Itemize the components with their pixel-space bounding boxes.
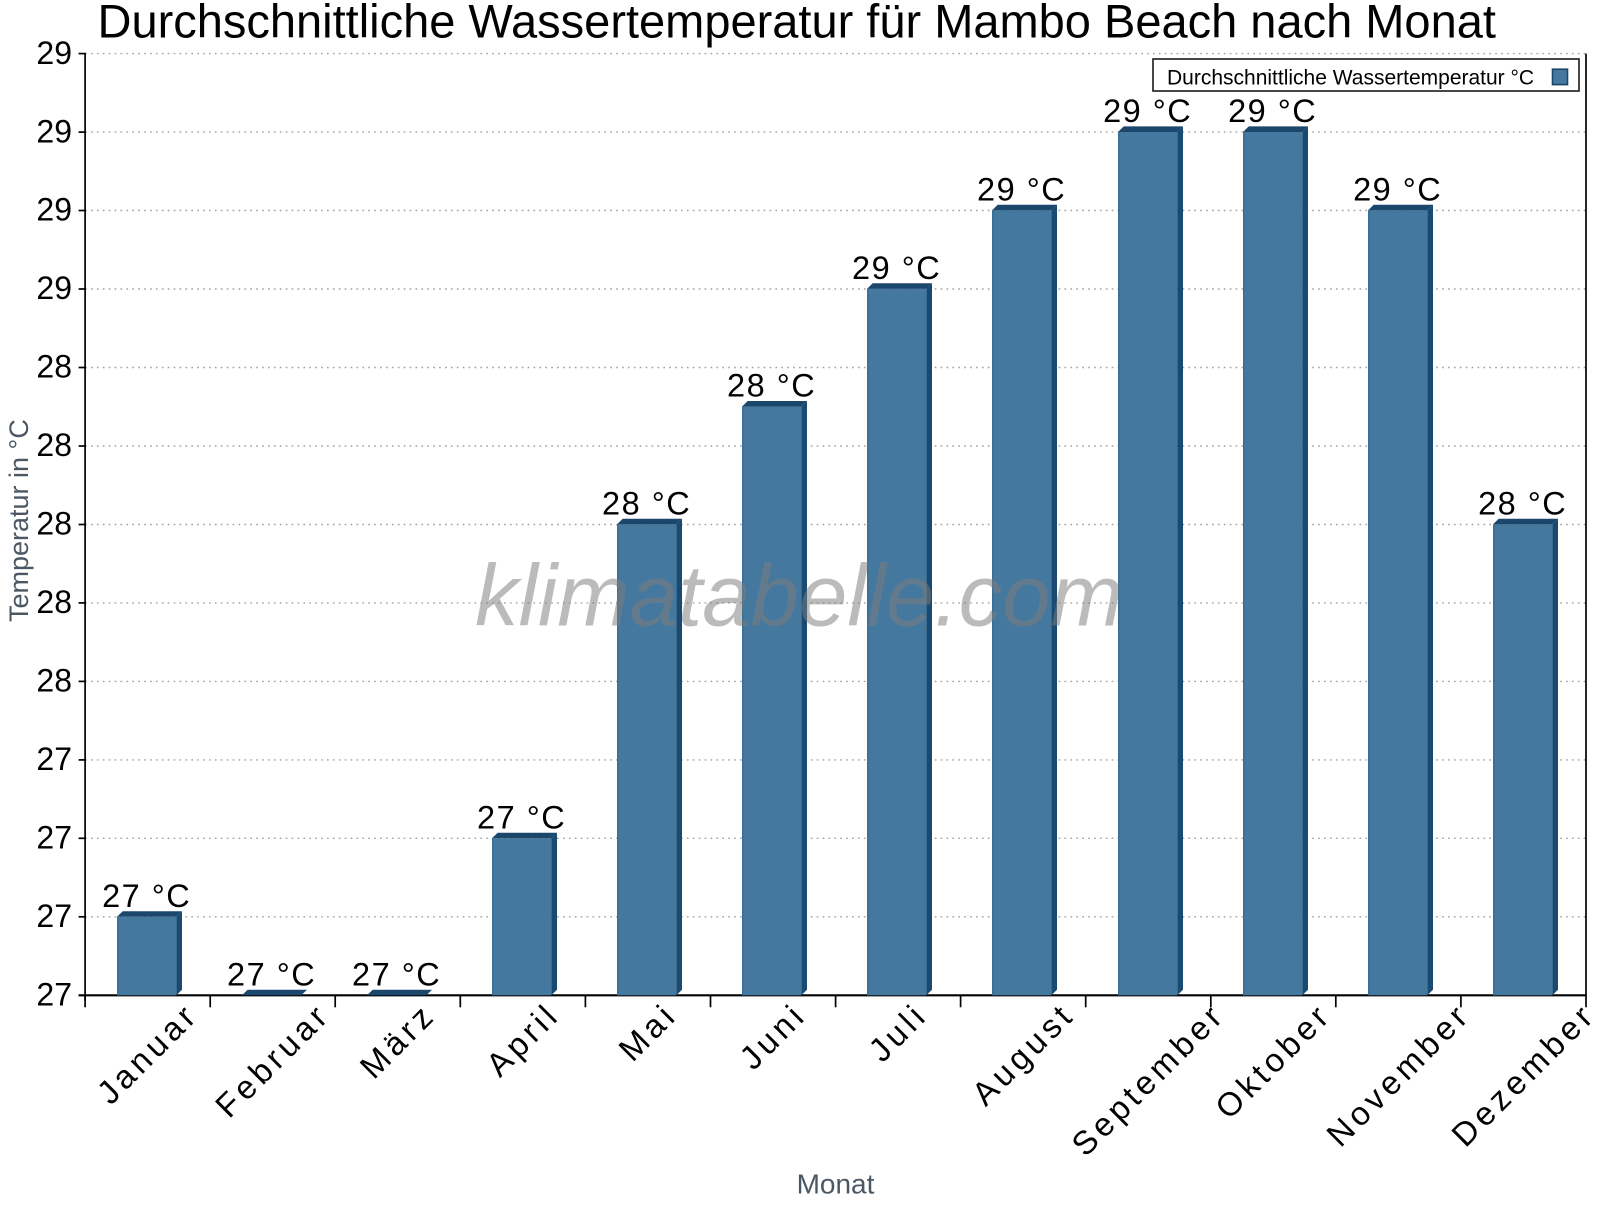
- svg-text:Durchschnittliche Wassertemper: Durchschnittliche Wassertemperatur °C: [1167, 66, 1534, 89]
- svg-text:29 °C: 29 °C: [852, 250, 941, 286]
- svg-text:27 °C: 27 °C: [477, 799, 566, 835]
- svg-text:29 °C: 29 °C: [1103, 93, 1192, 129]
- svg-text:27: 27: [36, 977, 72, 1013]
- svg-text:29 °C: 29 °C: [977, 171, 1066, 207]
- svg-text:28: 28: [36, 584, 72, 620]
- svg-text:28: 28: [36, 427, 72, 463]
- svg-text:klimatabelle.com: klimatabelle.com: [475, 548, 1123, 645]
- svg-text:29: 29: [36, 35, 72, 71]
- svg-text:27 °C: 27 °C: [352, 956, 441, 992]
- svg-text:29: 29: [36, 270, 72, 306]
- svg-text:28: 28: [36, 349, 72, 385]
- svg-text:29 °C: 29 °C: [1353, 171, 1442, 207]
- svg-text:27: 27: [36, 820, 72, 856]
- svg-text:28 °C: 28 °C: [1478, 485, 1567, 521]
- svg-text:28: 28: [36, 506, 72, 542]
- svg-text:27: 27: [36, 898, 72, 934]
- svg-text:28: 28: [36, 663, 72, 699]
- svg-text:27: 27: [36, 741, 72, 777]
- svg-text:27 °C: 27 °C: [227, 956, 316, 992]
- svg-text:29: 29: [36, 113, 72, 149]
- svg-text:Temperatur in °C: Temperatur in °C: [4, 419, 34, 622]
- svg-text:Monat: Monat: [797, 1169, 875, 1200]
- svg-text:29 °C: 29 °C: [1228, 93, 1317, 129]
- svg-text:28 °C: 28 °C: [602, 485, 691, 521]
- svg-text:28 °C: 28 °C: [727, 368, 816, 404]
- svg-text:29: 29: [36, 192, 72, 228]
- svg-text:Durchschnittliche Wassertemper: Durchschnittliche Wassertemperatur für M…: [98, 0, 1496, 48]
- svg-text:27 °C: 27 °C: [102, 878, 191, 914]
